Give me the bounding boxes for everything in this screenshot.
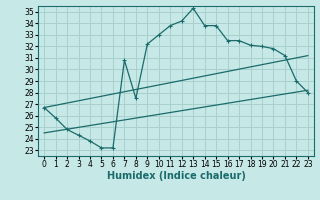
X-axis label: Humidex (Indice chaleur): Humidex (Indice chaleur) (107, 171, 245, 181)
